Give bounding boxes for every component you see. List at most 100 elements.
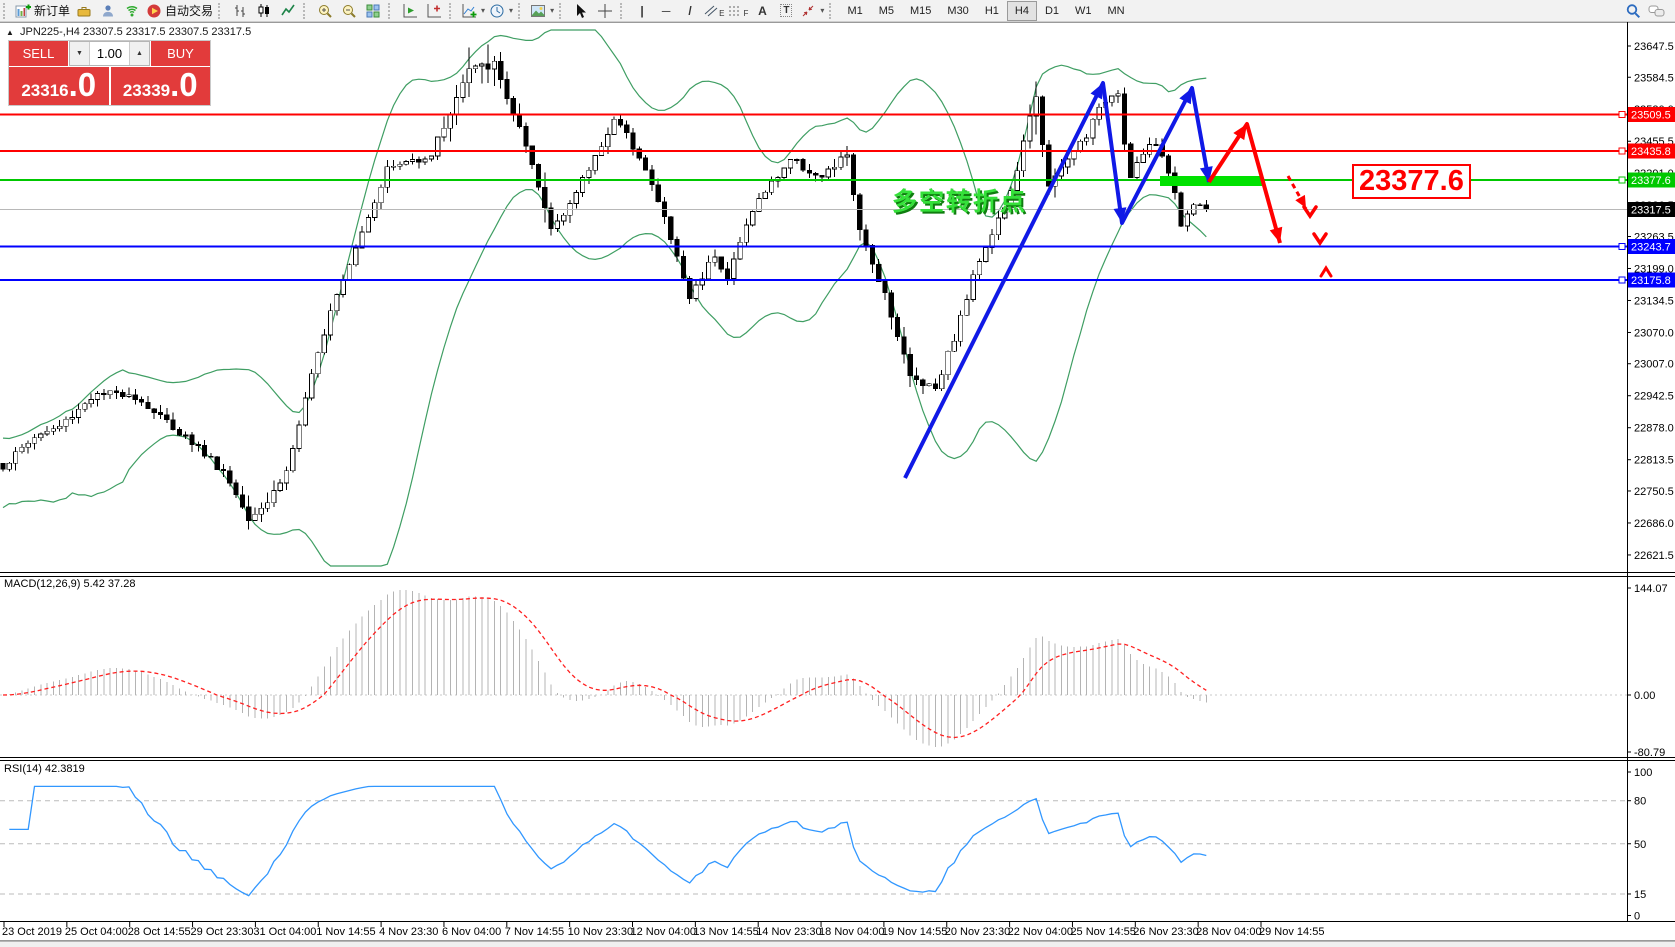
arrows-icon — [800, 3, 816, 19]
candle-body — [88, 399, 94, 405]
level-price-label-text: 23175.8 — [1631, 275, 1671, 287]
level-price-label — [1628, 106, 1675, 122]
chat-button[interactable] — [1645, 1, 1669, 21]
price-axis-tick-label: 23134.5 — [1634, 295, 1674, 307]
timeframe-button-m5[interactable]: M5 — [878, 4, 894, 17]
candle-body — [227, 470, 233, 484]
candle-body — [428, 155, 435, 160]
candle-body — [832, 166, 838, 170]
auto-trading-button[interactable]: 自动交易 — [144, 1, 215, 21]
symbol-bar[interactable]: ▲ JPN225-,H4 23307.5 23317.5 23307.5 233… — [6, 26, 251, 38]
crosshair-button[interactable] — [593, 1, 617, 21]
new-order-button[interactable]: 新订单 — [13, 1, 72, 21]
timeframe-button-mn[interactable]: MN — [1107, 4, 1125, 17]
candle-body — [939, 374, 945, 390]
candle-body — [592, 154, 598, 171]
signals-button[interactable] — [120, 1, 144, 21]
timeframe-bar: M1 M5 M15 M30 H1 H4 D1 W1 MN — [839, 0, 1132, 21]
vertical-line-tool-button[interactable]: | — [630, 1, 654, 21]
new-chart-button[interactable] — [398, 1, 422, 21]
volume-input[interactable]: 1.00 — [96, 46, 123, 61]
line-chart-button[interactable] — [276, 1, 300, 21]
cursor-icon — [573, 3, 589, 19]
level-line-handle[interactable] — [1618, 147, 1626, 155]
buy-price-frac: .0 — [170, 66, 198, 103]
red-chevron-down[interactable] — [1302, 205, 1318, 220]
candle-body — [932, 383, 939, 390]
candle-body — [863, 229, 869, 246]
market-watch-button[interactable] — [96, 1, 120, 21]
timeframe-button-d1[interactable]: D1 — [1044, 4, 1059, 17]
toolbox-button[interactable] — [72, 1, 96, 21]
buy-button[interactable]: BUY — [151, 41, 210, 66]
horizontal-line-tool-button[interactable]: ─ — [654, 1, 678, 21]
buy-price[interactable]: 23339.0 — [110, 66, 210, 105]
cursor-button[interactable] — [569, 1, 593, 21]
candle-body — [327, 310, 334, 336]
dropdown-arrow-icon[interactable]: ▾ — [509, 6, 514, 15]
price-callout-label[interactable]: 23377.6 — [1352, 164, 1471, 199]
candle-body — [1039, 96, 1046, 146]
zoom-in-button[interactable] — [313, 1, 337, 21]
text-tool-icon: A — [758, 3, 767, 18]
timeframe-button-w1[interactable]: W1 — [1075, 4, 1092, 17]
candlestick-chart-icon — [256, 3, 272, 19]
level-line-handle[interactable] — [1618, 276, 1626, 284]
red-caret-up[interactable] — [1319, 265, 1333, 278]
candle-body — [76, 408, 82, 418]
tile-windows-button[interactable] — [361, 1, 385, 21]
timeframe-button-m1[interactable]: M1 — [847, 4, 863, 17]
trendline-tool-button[interactable]: / — [678, 1, 702, 21]
volume-decrease-button[interactable]: ▼ — [70, 42, 90, 65]
level-line-handle[interactable] — [1618, 110, 1626, 118]
bar-chart-button[interactable] — [228, 1, 252, 21]
candle-body — [485, 63, 491, 70]
chart-shift-button[interactable] — [422, 1, 446, 21]
candle-body — [920, 379, 926, 387]
dropdown-arrow-icon[interactable]: ▾ — [820, 6, 825, 15]
candle-body — [756, 198, 762, 212]
search-button[interactable] — [1621, 1, 1645, 21]
red-chevron-down[interactable] — [1312, 232, 1328, 247]
zoom-out-button[interactable] — [337, 1, 361, 21]
candle-body — [542, 186, 548, 209]
timeframe-button-m30[interactable]: M30 — [947, 4, 969, 17]
arrows-tool-button[interactable]: ▾ — [798, 1, 826, 21]
sell-price[interactable]: 23316.0 — [9, 67, 109, 105]
arrow-head — [1269, 226, 1283, 243]
level-line-handle[interactable] — [1618, 242, 1626, 250]
channel-tool-button[interactable]: E — [702, 1, 726, 21]
candle-body — [1153, 144, 1159, 146]
candle-body — [145, 401, 151, 410]
volume-increase-button[interactable]: ▲ — [129, 42, 149, 65]
text-label-tool-button[interactable]: T — [774, 1, 798, 21]
collapse-arrow-icon[interactable]: ▲ — [6, 28, 14, 37]
periods-button[interactable]: ▾ — [487, 1, 515, 21]
candle-body — [195, 444, 201, 446]
templates-button[interactable]: ▾ — [528, 1, 556, 21]
candle-body — [277, 482, 283, 491]
candle-body — [25, 442, 31, 448]
time-axis-tick-label: 29 Nov 14:55 — [1259, 926, 1324, 938]
timeframe-button-h4[interactable]: H4 — [1006, 0, 1037, 21]
turning-point-annotation[interactable]: 多空转折点 — [892, 188, 1028, 216]
level-line-handle[interactable] — [1618, 176, 1626, 184]
trendline-icon: / — [688, 3, 692, 18]
candle-body — [706, 261, 712, 280]
new-order-icon — [15, 3, 31, 19]
text-tool-button[interactable]: A — [750, 1, 774, 21]
fibonacci-tool-button[interactable]: F — [726, 1, 750, 21]
candle-body — [1046, 144, 1052, 187]
time-axis-tick-label: 12 Nov 04:00 — [631, 926, 696, 938]
timeframe-button-h1[interactable]: H1 — [984, 4, 999, 17]
timeframe-button-m15[interactable]: M15 — [910, 4, 932, 17]
candle-body — [517, 113, 523, 128]
candlestick-chart-button[interactable] — [252, 1, 276, 21]
panel-frame — [0, 22, 1675, 941]
indicators-button[interactable]: ▾ — [459, 1, 487, 21]
dropdown-arrow-icon[interactable]: ▾ — [481, 6, 486, 15]
dropdown-arrow-icon[interactable]: ▾ — [550, 6, 555, 15]
sell-button[interactable]: SELL — [9, 41, 68, 66]
candle-body — [321, 334, 327, 354]
